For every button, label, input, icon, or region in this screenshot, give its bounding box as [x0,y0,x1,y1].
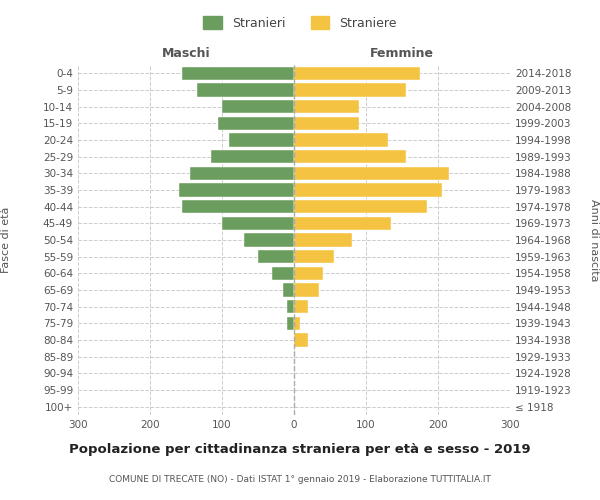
Bar [294,250,334,264]
Bar [218,116,294,130]
Bar [190,166,294,180]
Bar [244,234,294,246]
Bar [197,84,294,96]
Bar [294,316,300,330]
Bar [287,300,294,314]
Bar [222,216,294,230]
Bar [294,234,352,246]
Bar [294,216,391,230]
Bar [258,250,294,264]
Bar [294,116,359,130]
Bar [294,84,406,96]
Legend: Stranieri, Straniere: Stranieri, Straniere [198,11,402,35]
Bar [179,184,294,196]
Bar [294,66,420,80]
Bar [294,334,308,346]
Text: Popolazione per cittadinanza straniera per età e sesso - 2019: Popolazione per cittadinanza straniera p… [69,444,531,456]
Bar [182,66,294,80]
Bar [294,134,388,146]
Bar [294,166,449,180]
Bar [272,266,294,280]
Bar [294,200,427,213]
Bar [182,200,294,213]
Bar [294,100,359,114]
Text: Anni di nascita: Anni di nascita [589,198,599,281]
Bar [222,100,294,114]
Bar [294,266,323,280]
Text: COMUNE DI TRECATE (NO) - Dati ISTAT 1° gennaio 2019 - Elaborazione TUTTITALIA.IT: COMUNE DI TRECATE (NO) - Dati ISTAT 1° g… [109,476,491,484]
Bar [211,150,294,164]
Bar [287,316,294,330]
Bar [294,300,308,314]
Bar [283,284,294,296]
Bar [294,284,319,296]
Bar [294,150,406,164]
Bar [294,184,442,196]
Text: Femmine: Femmine [370,47,434,60]
Text: Fasce di età: Fasce di età [1,207,11,273]
Text: Maschi: Maschi [161,47,211,60]
Bar [229,134,294,146]
